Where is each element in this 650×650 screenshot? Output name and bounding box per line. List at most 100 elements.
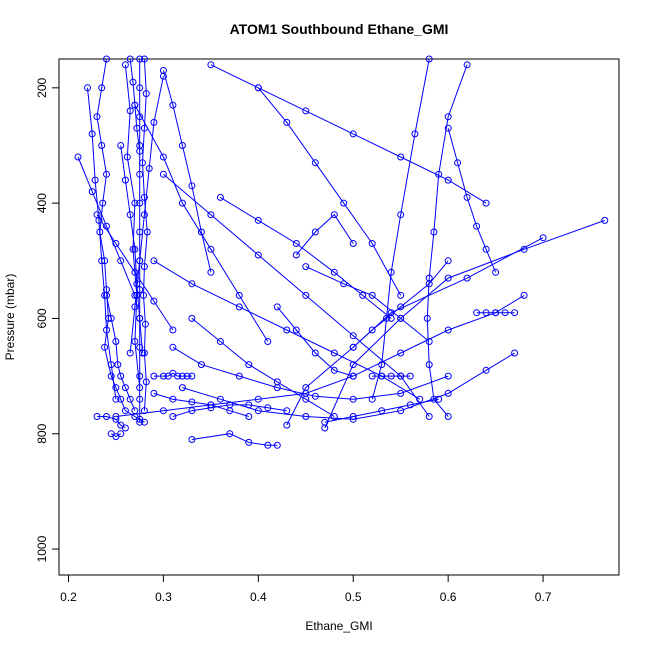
data-point (169, 343, 177, 351)
data-point (368, 240, 376, 247)
series-line (295, 213, 354, 256)
data-point (492, 268, 500, 276)
series-line (77, 156, 136, 296)
data-point (112, 415, 120, 423)
data-point (283, 118, 291, 126)
data-point (107, 314, 115, 322)
series-7 (423, 61, 471, 420)
data-point (397, 291, 405, 299)
series-40 (188, 314, 338, 420)
data-point (444, 113, 452, 121)
data-point (150, 389, 158, 397)
data-point (482, 199, 490, 207)
series-line (276, 306, 354, 377)
data-point (98, 142, 106, 149)
data-point (520, 291, 528, 299)
data-point (368, 291, 376, 299)
data-point (492, 309, 500, 317)
series-34 (273, 303, 357, 380)
series-33 (368, 372, 414, 380)
data-point (112, 395, 120, 403)
data-point (349, 413, 357, 420)
data-point (117, 430, 125, 438)
y-tick-label: 600 (35, 308, 49, 328)
data-point (397, 349, 405, 357)
data-point (136, 55, 144, 63)
data-point (435, 395, 443, 403)
data-point (454, 159, 462, 167)
data-point (141, 320, 149, 328)
data-point (425, 55, 433, 63)
data-point (88, 130, 96, 138)
data-point (112, 338, 120, 345)
series-line (110, 433, 121, 438)
series-line (324, 398, 439, 423)
x-tick-label: 0.4 (250, 590, 267, 604)
data-point (126, 395, 134, 403)
data-point (121, 61, 129, 69)
data-point (406, 401, 414, 409)
data-point (174, 372, 182, 380)
data-point (387, 314, 395, 322)
series-line (115, 294, 525, 417)
data-point (207, 211, 215, 219)
data-point (368, 326, 376, 334)
data-point (349, 130, 357, 138)
data-point (131, 199, 139, 207)
series-line (191, 433, 278, 446)
data-point (368, 395, 376, 403)
data-point (98, 257, 106, 265)
data-point (473, 222, 481, 230)
data-point (444, 274, 452, 282)
y-axis-label: Pressure (mbar) (3, 274, 17, 361)
data-point (254, 84, 262, 92)
data-point (444, 326, 452, 334)
series-line (371, 58, 430, 400)
data-point (207, 268, 215, 276)
data-point (93, 211, 101, 219)
data-point (117, 257, 125, 265)
data-point (397, 407, 405, 415)
data-point (140, 193, 148, 201)
series-29 (107, 430, 125, 441)
data-point (207, 245, 215, 253)
y-tick-label: 800 (35, 423, 49, 443)
series-39 (126, 55, 144, 155)
series-19 (188, 430, 281, 449)
data-point (121, 407, 129, 415)
data-point (378, 407, 386, 415)
series-line (120, 145, 143, 354)
data-point (103, 222, 110, 230)
data-point (311, 392, 319, 400)
series-line (220, 196, 392, 319)
series-line (162, 70, 212, 273)
data-point (136, 147, 144, 155)
data-point (226, 430, 234, 438)
data-point (98, 84, 106, 92)
data-point (188, 372, 196, 380)
data-point (140, 291, 147, 299)
series-line (447, 128, 497, 273)
data-point (254, 216, 262, 224)
data-point (74, 153, 82, 161)
data-point (397, 372, 405, 380)
data-point (264, 441, 272, 449)
data-point (159, 153, 167, 161)
data-point (264, 404, 272, 412)
data-point (235, 303, 243, 311)
data-point (117, 372, 125, 380)
series-line (352, 260, 449, 348)
data-point (406, 372, 414, 380)
data-point (302, 263, 310, 271)
data-point (245, 401, 253, 409)
data-point (254, 395, 262, 403)
data-point (601, 216, 609, 224)
series-8 (368, 55, 433, 403)
series-38 (159, 67, 215, 276)
data-point (302, 395, 310, 403)
data-point (463, 61, 471, 69)
data-point (430, 228, 438, 236)
data-point (112, 384, 120, 392)
data-point (330, 211, 338, 219)
data-point (169, 101, 177, 109)
